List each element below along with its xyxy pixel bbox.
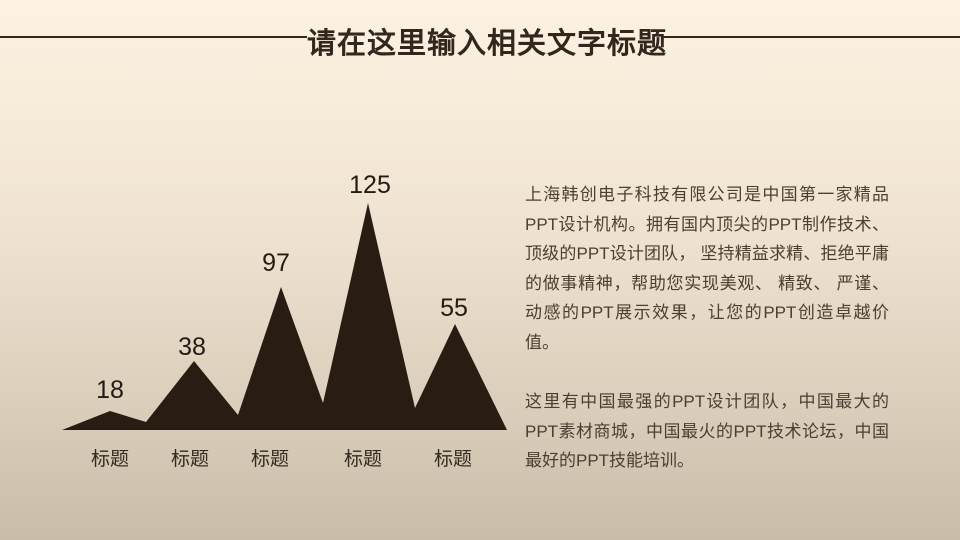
title-rule-left bbox=[0, 36, 307, 38]
peak-value-label: 55 bbox=[440, 294, 468, 322]
peak-value-label: 18 bbox=[96, 376, 124, 404]
category-label: 标题 bbox=[344, 448, 382, 470]
body-text-block: 上海韩创电子科技有限公司是中国第一家精品PPT设计机构。拥有国内顶尖的PPT制作… bbox=[525, 180, 889, 476]
peak-value-label: 97 bbox=[262, 249, 290, 277]
slide-title: 请在这里输入相关文字标题 bbox=[307, 28, 668, 60]
mountain-area-shape bbox=[62, 203, 507, 430]
peak-value-label: 38 bbox=[178, 333, 206, 361]
category-label: 标题 bbox=[171, 448, 209, 470]
paragraph-company-strengths: 这里有中国最强的PPT设计团队，中国最大的PPT素材商城，中国最火的PPT技术论… bbox=[525, 392, 889, 470]
category-label: 标题 bbox=[434, 448, 472, 470]
paragraph-company-intro: 上海韩创电子科技有限公司是中国第一家精品PPT设计机构。拥有国内顶尖的PPT制作… bbox=[525, 185, 889, 352]
peak-value-label: 125 bbox=[349, 171, 391, 199]
category-label: 标题 bbox=[251, 448, 289, 470]
category-label: 标题 bbox=[91, 448, 129, 470]
title-rule-right bbox=[663, 36, 960, 38]
